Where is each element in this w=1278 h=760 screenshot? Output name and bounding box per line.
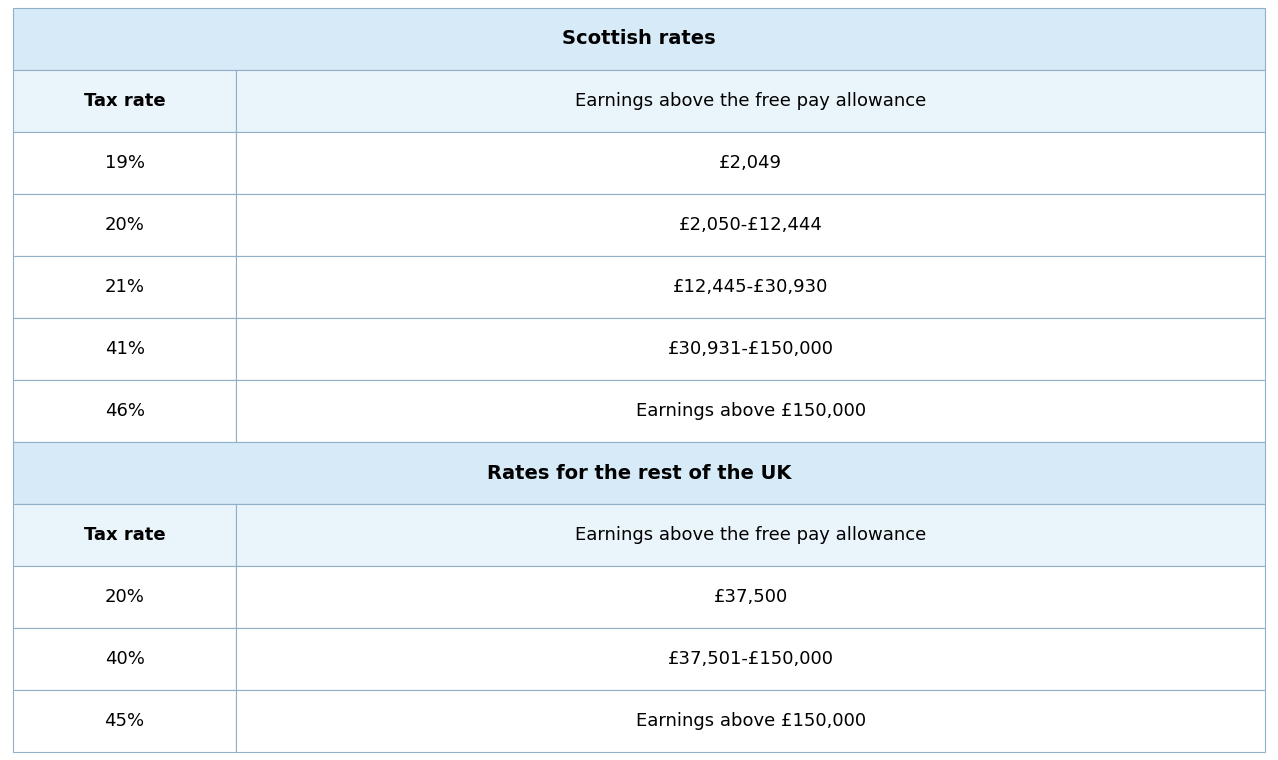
Bar (236, 566, 1265, 629)
Text: 21%: 21% (105, 278, 144, 296)
Bar (13, 256, 236, 318)
Bar (13, 690, 236, 752)
Text: Tax rate: Tax rate (84, 92, 165, 109)
Text: £37,500: £37,500 (713, 588, 789, 606)
Bar (236, 504, 1265, 566)
Text: 19%: 19% (105, 154, 144, 172)
Bar (13, 194, 236, 256)
Text: 46%: 46% (105, 402, 144, 420)
Text: £2,050-£12,444: £2,050-£12,444 (679, 216, 823, 234)
Bar (13, 131, 236, 194)
Bar (236, 194, 1265, 256)
Bar (236, 380, 1265, 442)
Bar (236, 131, 1265, 194)
Bar (13, 504, 236, 566)
Text: Earnings above £150,000: Earnings above £150,000 (635, 402, 866, 420)
Text: £37,501-£150,000: £37,501-£150,000 (668, 651, 833, 668)
Bar (236, 690, 1265, 752)
Text: £2,049: £2,049 (720, 154, 782, 172)
Text: Rates for the rest of the UK: Rates for the rest of the UK (487, 464, 791, 483)
Bar (13, 380, 236, 442)
Text: Earnings above £150,000: Earnings above £150,000 (635, 712, 866, 730)
Text: £12,445-£30,930: £12,445-£30,930 (674, 278, 828, 296)
Text: £30,931-£150,000: £30,931-£150,000 (668, 340, 833, 358)
Bar (13, 8, 1265, 70)
Bar (13, 566, 236, 629)
Text: 20%: 20% (105, 216, 144, 234)
Text: 41%: 41% (105, 340, 144, 358)
Bar (13, 318, 236, 380)
Text: 45%: 45% (105, 712, 144, 730)
Text: Earnings above the free pay allowance: Earnings above the free pay allowance (575, 92, 927, 109)
Text: Scottish rates: Scottish rates (562, 29, 716, 48)
Bar (236, 70, 1265, 131)
Bar (236, 256, 1265, 318)
Bar (236, 629, 1265, 690)
Bar (236, 318, 1265, 380)
Text: 40%: 40% (105, 651, 144, 668)
Text: 20%: 20% (105, 588, 144, 606)
Text: Earnings above the free pay allowance: Earnings above the free pay allowance (575, 526, 927, 544)
Bar (13, 70, 236, 131)
Text: Tax rate: Tax rate (84, 526, 165, 544)
Bar (13, 442, 1265, 504)
Bar (13, 629, 236, 690)
